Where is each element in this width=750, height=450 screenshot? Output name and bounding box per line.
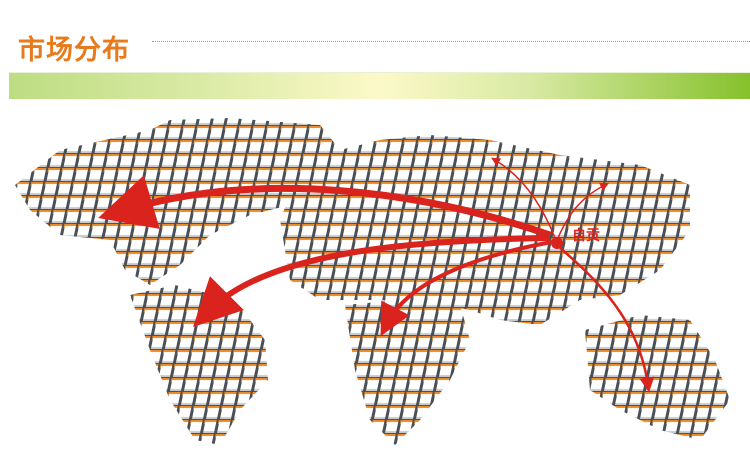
continent-australia — [585, 315, 730, 440]
gradient-banner — [9, 72, 750, 99]
origin-marker — [551, 237, 563, 249]
arrow-australia — [559, 247, 655, 393]
arrow-south-america — [193, 235, 551, 327]
arrow-north-asia — [491, 157, 556, 239]
arrow-north-america — [98, 175, 552, 239]
continent-eurasia — [280, 135, 690, 325]
arrow-africa — [380, 240, 553, 337]
continent-africa — [345, 300, 470, 445]
trade-arrows — [98, 157, 655, 393]
continents — [15, 118, 730, 445]
continent-south-america — [130, 285, 268, 445]
origin-label: 自贡 — [572, 227, 600, 244]
continent-north-america — [15, 118, 340, 285]
title-divider — [152, 41, 750, 42]
arrow-east-asia — [557, 182, 610, 239]
page-title: 市场分布 — [18, 35, 130, 66]
